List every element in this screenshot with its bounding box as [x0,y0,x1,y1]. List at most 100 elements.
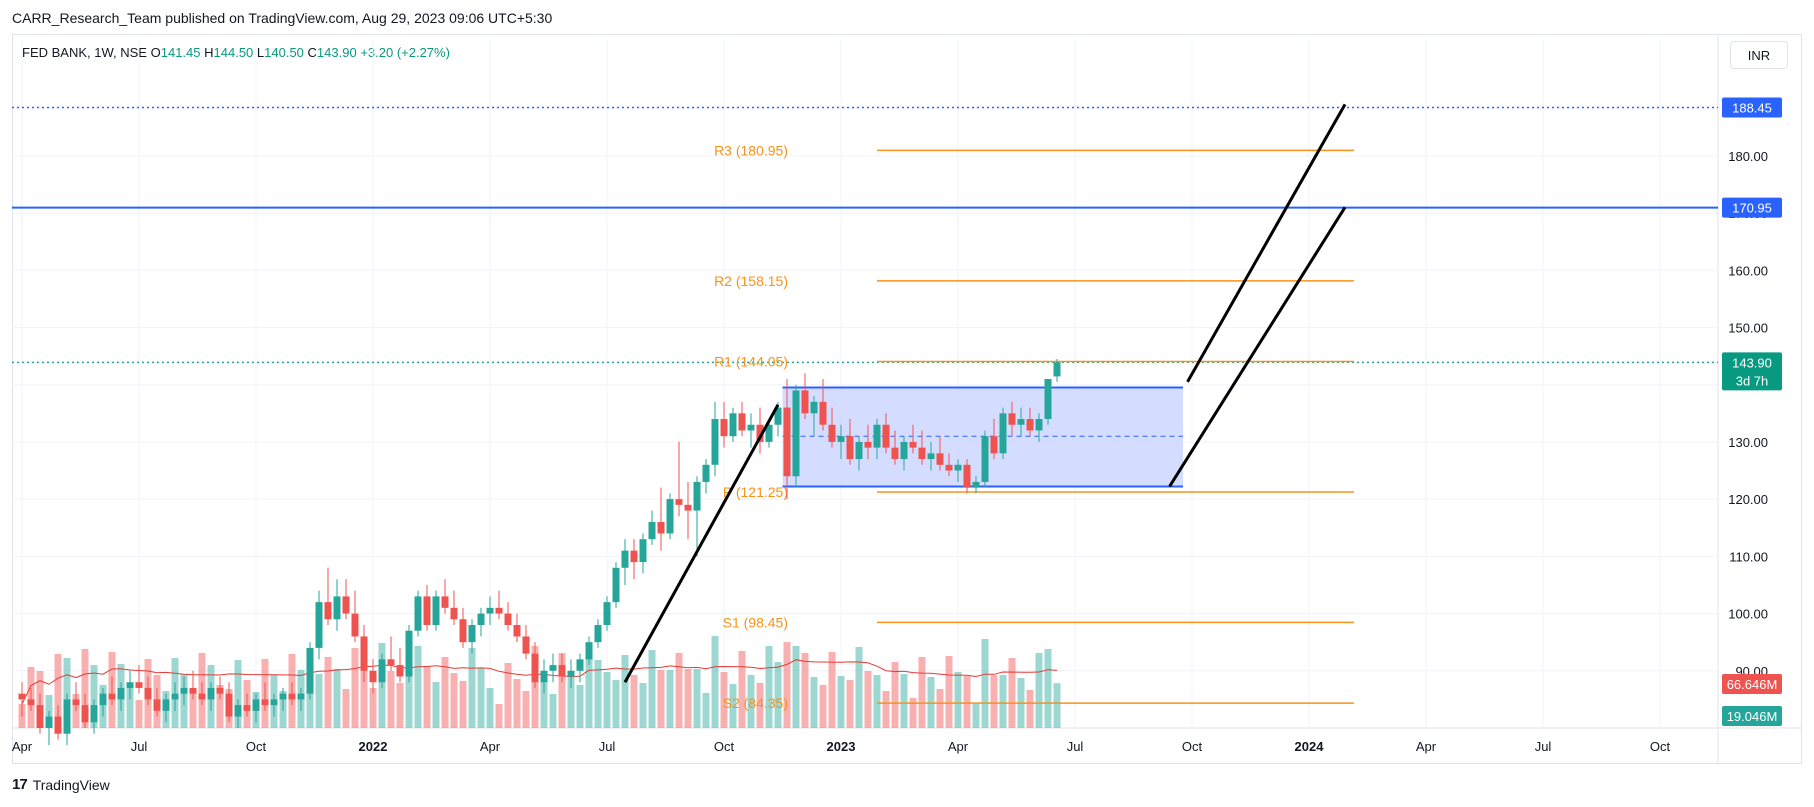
volume-bar [873,675,881,728]
volume-bar [765,646,773,728]
trend-line [623,403,780,683]
volume-bar [882,691,890,728]
candle-body [1035,419,1043,431]
candle-body [927,453,935,460]
volume-bar [774,662,782,728]
candle-body [99,693,107,706]
volume-bar [981,639,989,728]
volume-bar [801,653,809,728]
candle-body [360,636,368,671]
y-tick-label: 130.00 [1728,435,1768,450]
candle-body [711,419,719,465]
volume-bar [432,682,440,728]
volume-bar [450,673,458,728]
y-tick-label: 100.00 [1728,607,1768,622]
candle-body [693,481,701,511]
candle-body [72,699,80,706]
volume-bar [693,669,701,728]
candle-body [765,424,773,442]
volume-bar [189,690,197,728]
volume-bar [972,704,980,728]
candle-body [207,687,215,700]
volume-bar [81,649,89,728]
volume-bar [648,650,656,728]
candle-body [378,659,386,683]
candle-body [81,705,89,723]
candle-body [522,636,530,654]
candle-body [648,522,656,540]
volume-bar [342,689,350,728]
volume-ma-line [21,659,1058,705]
candle-body [603,602,611,626]
x-tick-label: Apr [12,739,33,754]
volume-bar [846,680,854,728]
candle-body [1053,362,1061,377]
price-axis-label: 188.45 [1732,100,1772,115]
candle-body [243,705,251,711]
candle-body [630,550,638,563]
volume-bar [558,653,566,728]
volume-bar [702,693,710,728]
volume-bar [468,648,476,728]
high-value: 144.50 [213,45,254,60]
candle-body [972,481,980,488]
x-tick-label: Jul [1535,739,1552,754]
candle-body [342,596,350,614]
candle-body [171,693,179,700]
candle-body [837,436,845,442]
y-tick-label: 150.00 [1728,320,1768,335]
high-label: H [204,45,214,60]
candle-body [396,665,404,677]
candle-body [90,705,98,723]
candle-body [198,693,206,700]
volume-bar [1044,649,1052,728]
volume-bar [423,666,431,728]
volume-bar [459,681,467,728]
x-tick-label: 2023 [827,739,856,754]
candle-body [369,670,377,683]
candle-body [153,699,161,711]
candle-body [513,625,521,637]
candle-body [549,665,557,671]
candle-body [675,499,683,505]
volume-bar [945,656,953,728]
volume-bar [567,673,575,728]
candle-body [468,625,476,643]
volume-bar [837,676,845,728]
volume-bar [90,665,98,728]
volume-bar [522,691,530,728]
candle-body [324,602,332,620]
volume-bar [486,688,494,728]
y-tick-label: 160.00 [1728,263,1768,278]
candle-body [405,630,413,677]
volume-bar [594,660,602,728]
volume-bar [711,636,719,728]
candle-body [756,424,764,442]
candle-body [990,436,998,454]
symbol-label: FED BANK, 1W, NSE [22,45,147,60]
candle-body [729,413,737,437]
candle-body [567,670,575,677]
volume-bar [1053,683,1061,728]
candle-body [1044,378,1052,420]
volume-bar [72,694,80,728]
candle-body [774,407,782,425]
footer-brand: TradingView [32,776,110,793]
volume-bar [603,672,611,728]
candle-body [18,693,26,700]
candle-body [999,413,1007,454]
volume-bar [891,662,899,728]
volume-bar [675,653,683,728]
x-tick-label: Jul [131,739,148,754]
candle-body [54,716,62,734]
candle-body [306,647,314,694]
volume-bar [549,694,557,728]
candle-body [495,607,503,614]
candle-body [594,625,602,643]
currency-button[interactable]: INR [1730,41,1788,69]
candle-body [477,613,485,626]
volume-bar [63,658,71,728]
candle-body [270,699,278,706]
candle-body [585,642,593,660]
